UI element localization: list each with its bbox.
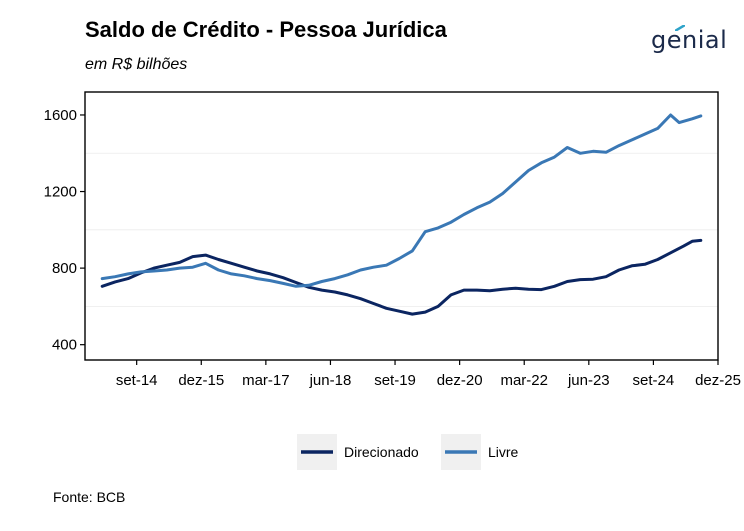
legend-item-direcionado: Direcionado xyxy=(297,434,419,470)
x-tick-label: jun-23 xyxy=(567,372,610,389)
source-note: Fonte: BCB xyxy=(53,489,126,505)
x-tick-label: set-14 xyxy=(116,372,158,389)
x-tick-label: set-24 xyxy=(633,372,675,389)
series-line-direcionado xyxy=(100,238,703,316)
y-tick-label: 800 xyxy=(52,260,77,277)
genial-logo: genial xyxy=(651,26,728,54)
y-tick-label: 1200 xyxy=(44,184,77,201)
y-tick-label: 1600 xyxy=(44,107,77,124)
x-tick-label: dez-20 xyxy=(437,372,483,389)
legend-item-livre: Livre xyxy=(441,434,519,470)
grid-layer xyxy=(85,152,718,307)
logo-accent-mark xyxy=(675,25,685,31)
line-chart: 400 800 1200 1600 set-14 dez-15 mar-17 jun-18 se… xyxy=(44,91,741,470)
panel-border xyxy=(84,91,719,361)
legend-label: Direcionado xyxy=(344,444,419,460)
legend-label: Livre xyxy=(488,444,519,460)
x-tick-label: dez-15 xyxy=(178,372,224,389)
x-tick-label: dez-25 xyxy=(695,372,741,389)
x-tick-label: mar-17 xyxy=(242,372,290,389)
series-line-livre xyxy=(100,113,703,288)
axis-layer: 400 800 1200 1600 set-14 dez-15 mar-17 jun-18 se… xyxy=(44,107,741,389)
y-tick-label: 400 xyxy=(52,337,77,354)
x-tick-label: mar-22 xyxy=(500,372,548,389)
chart-subtitle: em R$ bilhões xyxy=(85,56,188,73)
x-tick-label: jun-18 xyxy=(309,372,352,389)
legend: Direcionado Livre xyxy=(297,434,519,470)
chart-title: Saldo de Crédito - Pessoa Jurídica xyxy=(85,17,447,42)
series-layer xyxy=(100,113,703,316)
x-tick-label: set-19 xyxy=(374,372,416,389)
